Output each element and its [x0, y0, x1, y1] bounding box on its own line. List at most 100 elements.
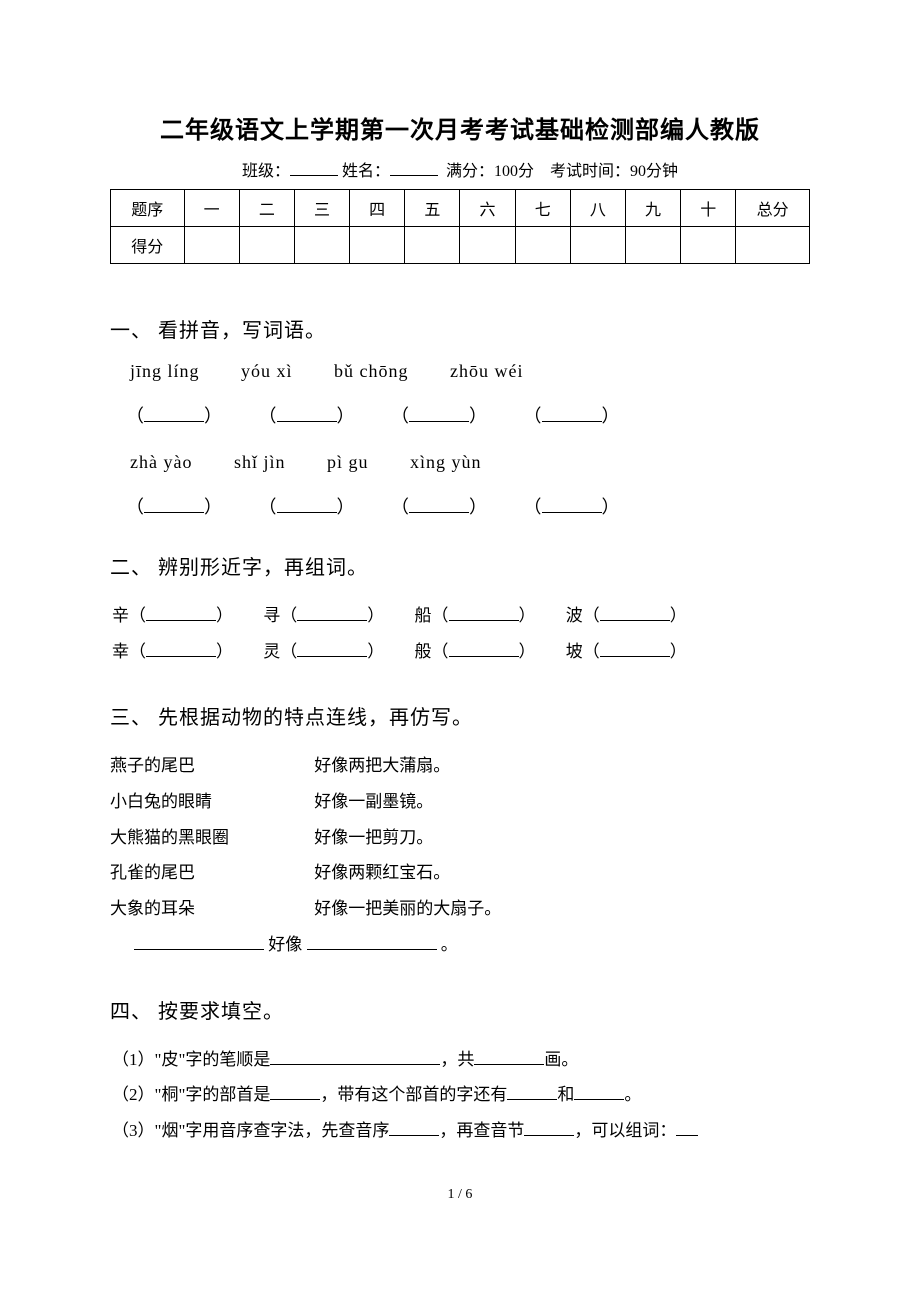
blank-row-1: （） （） （） （）	[110, 402, 810, 428]
th-6: 六	[460, 190, 515, 227]
section-2-title: 二、 辨别形近字，再组词。	[110, 551, 810, 580]
char: 坡	[566, 642, 583, 661]
answer-blank[interactable]	[409, 421, 469, 422]
answer-blank[interactable]	[144, 512, 204, 513]
th-5: 五	[405, 190, 460, 227]
match-item: 孔雀的尾巴 好像两颗红宝石。	[110, 855, 810, 891]
fill-end: 。	[441, 935, 458, 954]
answer-blank[interactable]	[574, 1099, 624, 1100]
q-text: 画。	[544, 1050, 578, 1069]
answer-blank[interactable]	[277, 512, 337, 513]
table-row: 题序 一 二 三 四 五 六 七 八 九 十 总分	[111, 190, 810, 227]
match-item: 燕子的尾巴 好像两把大蒲扇。	[110, 748, 810, 784]
answer-blank[interactable]	[297, 656, 367, 657]
th-2: 二	[239, 190, 294, 227]
pinyin-item: zhà yào	[130, 452, 192, 473]
answer-blank[interactable]	[542, 512, 602, 513]
char: 灵	[263, 642, 280, 661]
score-cell[interactable]	[681, 227, 736, 264]
name-blank[interactable]	[390, 175, 438, 176]
answer-blank[interactable]	[676, 1135, 698, 1136]
q-text: （1）"皮"字的笔顺是	[112, 1050, 270, 1069]
answer-blank[interactable]	[542, 421, 602, 422]
match-left: 孔雀的尾巴	[110, 855, 310, 891]
pinyin-item: pì gu	[327, 452, 369, 473]
answer-blank[interactable]	[277, 421, 337, 422]
match-right: 好像两颗红宝石。	[314, 855, 450, 891]
page-number: 1 / 6	[110, 1187, 810, 1203]
answer-blank[interactable]	[524, 1135, 574, 1136]
answer-blank[interactable]	[146, 656, 216, 657]
match-item: 大象的耳朵 好像一把美丽的大扇子。	[110, 891, 810, 927]
section-1-title: 一、 看拼音，写词语。	[110, 314, 810, 343]
th-8: 八	[570, 190, 625, 227]
page-title: 二年级语文上学期第一次月考考试基础检测部编人教版	[110, 110, 810, 145]
match-left: 大熊猫的黑眼圈	[110, 820, 310, 856]
answer-blank[interactable]	[449, 656, 519, 657]
score-table: 题序 一 二 三 四 五 六 七 八 九 十 总分 得分	[110, 189, 810, 264]
answer-blank[interactable]	[409, 512, 469, 513]
th-1: 一	[184, 190, 239, 227]
score-cell[interactable]	[239, 227, 294, 264]
answer-blank[interactable]	[297, 620, 367, 621]
score-cell[interactable]	[184, 227, 239, 264]
th-9: 九	[625, 190, 680, 227]
score-cell[interactable]	[405, 227, 460, 264]
score-cell[interactable]	[350, 227, 405, 264]
blank-row-2: （） （） （） （）	[110, 493, 810, 519]
imitation-line: 好像 。	[110, 927, 810, 963]
match-item: 小白兔的眼睛 好像一副墨镜。	[110, 784, 810, 820]
score-cell[interactable]	[294, 227, 349, 264]
answer-blank[interactable]	[144, 421, 204, 422]
th-total: 总分	[736, 190, 810, 227]
answer-blank[interactable]	[270, 1064, 440, 1065]
class-blank[interactable]	[290, 175, 338, 176]
pinyin-row-2: zhà yào shǐ jìn pì gu xìng yùn	[110, 452, 810, 473]
section-3-title: 三、 先根据动物的特点连线，再仿写。	[110, 701, 810, 730]
answer-blank[interactable]	[146, 620, 216, 621]
match-left: 小白兔的眼睛	[110, 784, 310, 820]
answer-blank[interactable]	[474, 1064, 544, 1065]
char-line-2: 幸（） 灵（） 般（） 坡（）	[110, 634, 810, 670]
q-text: ，带有这个部首的字还有	[320, 1085, 507, 1104]
answer-blank[interactable]	[600, 656, 670, 657]
class-label: 班级：	[242, 163, 290, 180]
score-cell-total[interactable]	[736, 227, 810, 264]
exam-time-label: 考试时间：90分钟	[550, 163, 678, 180]
score-cell[interactable]	[515, 227, 570, 264]
score-cell[interactable]	[570, 227, 625, 264]
answer-blank[interactable]	[449, 620, 519, 621]
match-right: 好像一副墨镜。	[314, 784, 433, 820]
q4-3: （3）"烟"字用音序查字法，先查音序，再查音节，可以组词：	[110, 1113, 810, 1149]
answer-blank[interactable]	[270, 1099, 320, 1100]
th-7: 七	[515, 190, 570, 227]
char: 般	[415, 642, 432, 661]
answer-blank[interactable]	[600, 620, 670, 621]
th-3: 三	[294, 190, 349, 227]
full-score-label: 满分：100分	[446, 163, 534, 180]
pinyin-item: bǔ chōng	[334, 361, 409, 382]
char: 寻	[263, 606, 280, 625]
pinyin-item: jīng líng	[130, 361, 200, 382]
pinyin-item: zhōu wéi	[450, 361, 523, 382]
pinyin-item: xìng yùn	[410, 452, 482, 473]
fill-mid: 好像	[268, 935, 302, 954]
answer-blank[interactable]	[134, 949, 264, 950]
char: 波	[566, 606, 583, 625]
section-4-title: 四、 按要求填空。	[110, 995, 810, 1024]
answer-blank[interactable]	[507, 1099, 557, 1100]
q4-2: （2）"桐"字的部首是，带有这个部首的字还有和。	[110, 1077, 810, 1113]
char: 船	[415, 606, 432, 625]
pinyin-item: yóu xì	[241, 361, 293, 382]
q-text: ，可以组词：	[574, 1121, 676, 1140]
score-cell[interactable]	[625, 227, 680, 264]
q-text: ，共	[440, 1050, 474, 1069]
char-line-1: 辛（） 寻（） 船（） 波（）	[110, 598, 810, 634]
th-sequence: 题序	[111, 190, 185, 227]
score-cell[interactable]	[460, 227, 515, 264]
answer-blank[interactable]	[307, 949, 437, 950]
q-text: 和	[557, 1085, 574, 1104]
answer-blank[interactable]	[389, 1135, 439, 1136]
char: 幸	[112, 642, 129, 661]
match-right: 好像一把美丽的大扇子。	[314, 891, 501, 927]
